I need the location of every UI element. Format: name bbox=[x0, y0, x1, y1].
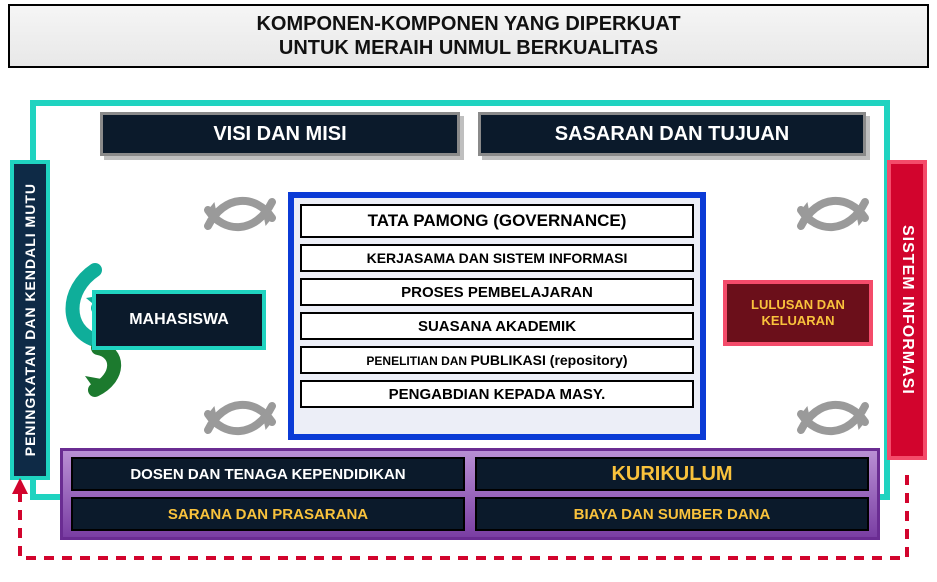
box-proses: PROSES PEMBELAJARAN bbox=[300, 278, 694, 306]
right-rail-sistem-informasi: SISTEM INFORMASI bbox=[887, 160, 927, 460]
box-kerjasama: KERJASAMA DAN SISTEM INFORMASI bbox=[300, 244, 694, 272]
box-pengabdian: PENGABDIAN KEPADA MASY. bbox=[300, 380, 694, 408]
box-mahasiswa: MAHASISWA bbox=[92, 290, 266, 350]
box-kurikulum: KURIKULUM bbox=[475, 457, 869, 491]
swirl-arrow-icon bbox=[793, 390, 873, 446]
right-rail-label: SISTEM INFORMASI bbox=[898, 225, 916, 395]
title-text: KOMPONEN-KOMPONEN YANG DIPERKUAT UNTUK M… bbox=[256, 12, 680, 60]
box-sarana: SARANA DAN PRASARANA bbox=[71, 497, 465, 531]
left-rail-label: PENINGKATAN DAN KENDALI MUTU bbox=[22, 183, 38, 456]
box-sasaran-tujuan: SASARAN DAN TUJUAN bbox=[478, 112, 866, 156]
box-dosen: DOSEN DAN TENAGA KEPENDIDIKAN bbox=[71, 457, 465, 491]
left-rail-peningkatan: PENINGKATAN DAN KENDALI MUTU bbox=[10, 160, 50, 480]
bottom-resources-panel: DOSEN DAN TENAGA KEPENDIDIKAN KURIKULUM … bbox=[60, 448, 880, 540]
title-line1: KOMPONEN-KOMPONEN YANG DIPERKUAT bbox=[256, 13, 680, 35]
governance-stack-frame: TATA PAMONG (GOVERNANCE) KERJASAMA DAN S… bbox=[288, 192, 706, 440]
swirl-arrow-icon bbox=[200, 390, 280, 446]
box-penelitian: PENELITIAN DAN PUBLIKASI (repository) bbox=[300, 346, 694, 374]
title-bar: KOMPONEN-KOMPONEN YANG DIPERKUAT UNTUK M… bbox=[8, 4, 929, 68]
title-line2: UNTUK MERAIH UNMUL BERKUALITAS bbox=[279, 37, 658, 59]
swirl-arrow-icon bbox=[793, 186, 873, 242]
box-suasana: SUASANA AKADEMIK bbox=[300, 312, 694, 340]
box-lulusan-keluaran: LULUSAN DAN KELUARAN bbox=[723, 280, 873, 346]
box-governance: TATA PAMONG (GOVERNANCE) bbox=[300, 204, 694, 238]
swirl-arrow-icon bbox=[200, 186, 280, 242]
box-biaya: BIAYA DAN SUMBER DANA bbox=[475, 497, 869, 531]
box-visi-misi: VISI DAN MISI bbox=[100, 112, 460, 156]
